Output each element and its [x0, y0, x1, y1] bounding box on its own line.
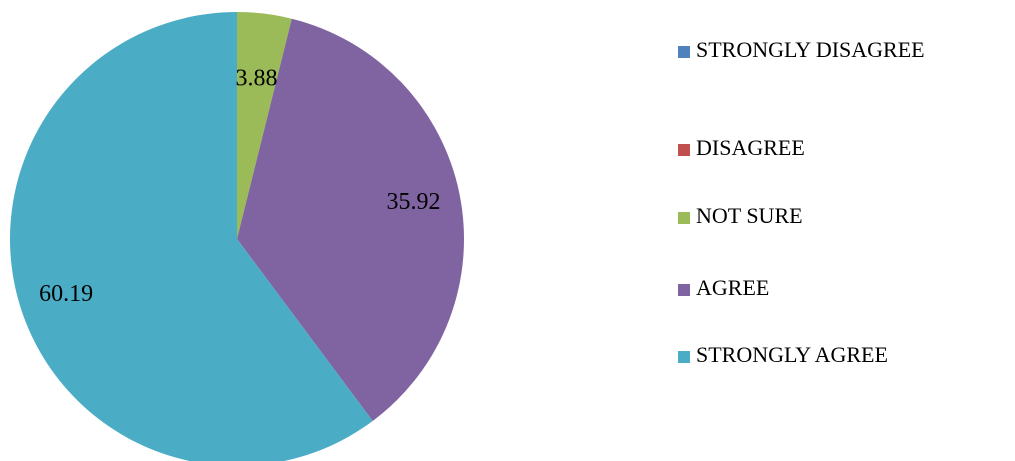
legend-label: STRONGLY AGREE: [696, 342, 888, 367]
data-label: 60.19: [39, 281, 93, 307]
data-label: 35.92: [386, 189, 440, 215]
pie-slice: [10, 12, 373, 461]
legend-label: NOT SURE: [696, 203, 803, 228]
pie-slice: [237, 18, 464, 421]
legend-label: STRONGLY DISAGREE: [696, 37, 925, 62]
legend-swatch: [678, 46, 690, 58]
data-label: 3.88: [235, 66, 277, 92]
legend-swatch: [678, 284, 690, 296]
legend-swatch: [678, 351, 690, 363]
legend-swatch: [678, 212, 690, 224]
legend-swatch: [678, 144, 690, 156]
pie-slice: [237, 12, 292, 239]
legend-label: AGREE: [696, 275, 769, 300]
legend-label: DISAGREE: [696, 135, 805, 160]
